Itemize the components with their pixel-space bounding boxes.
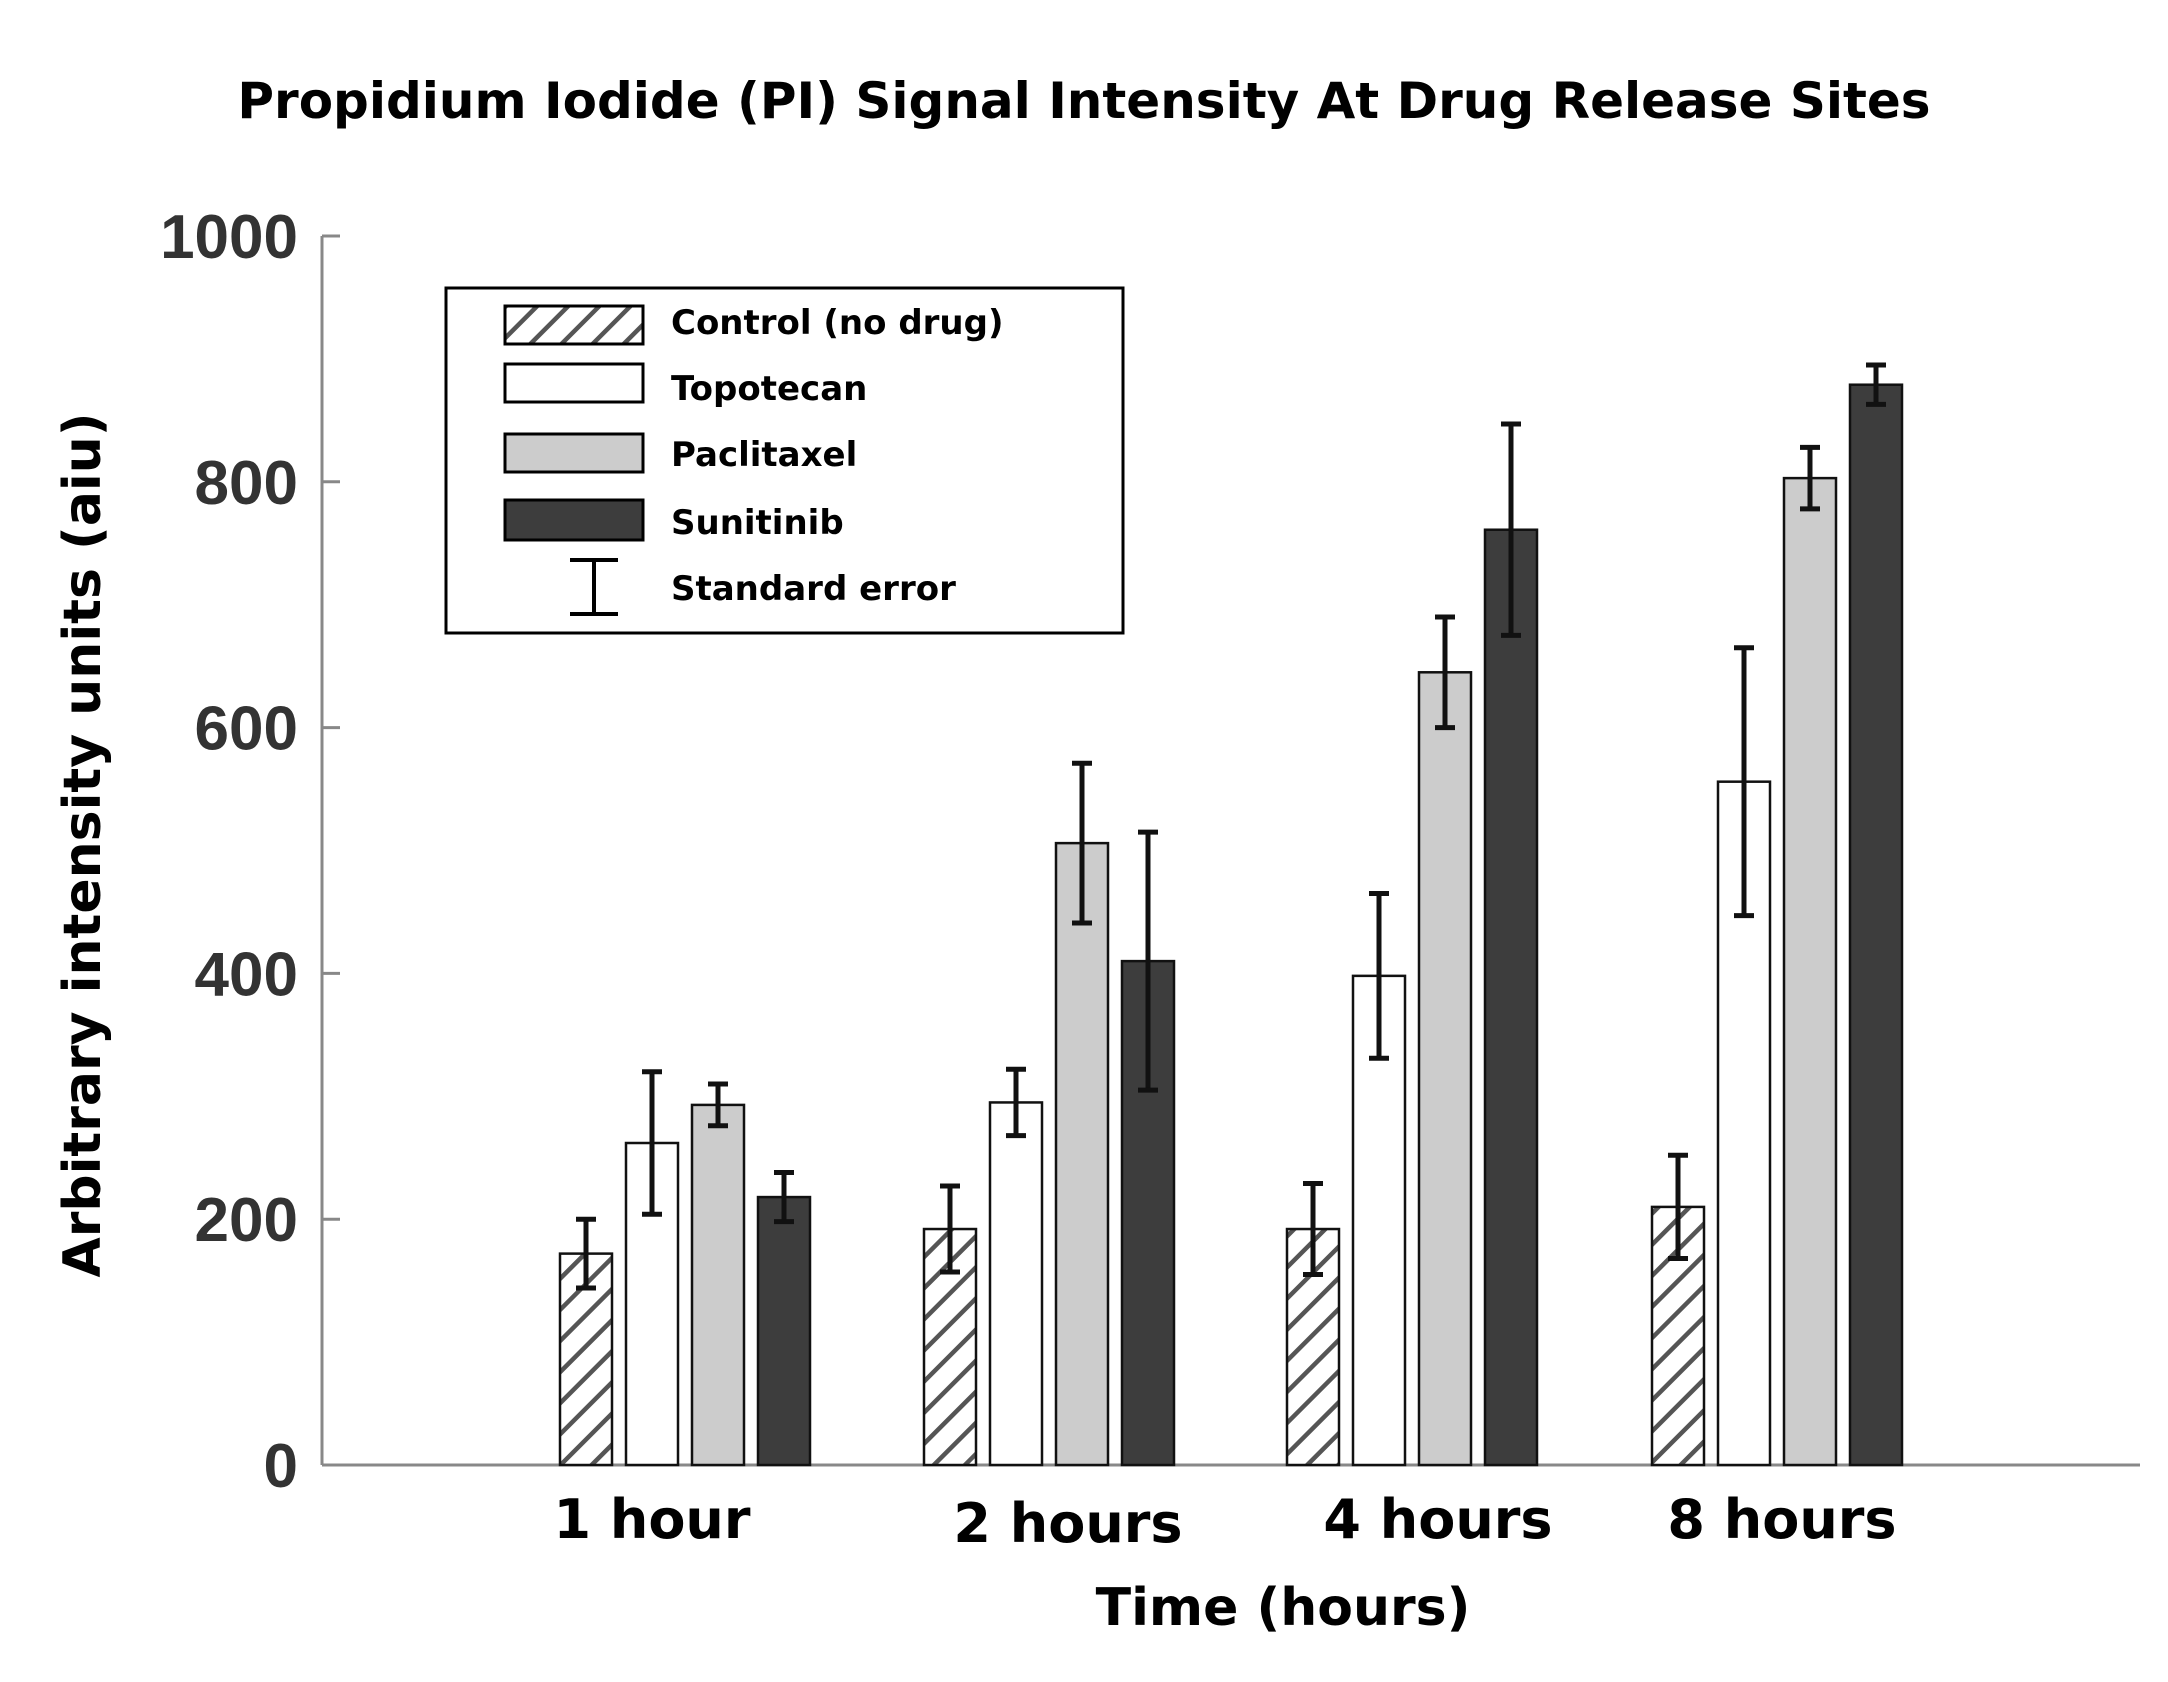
error-bar — [1734, 645, 1754, 919]
error-bar — [1138, 829, 1158, 1093]
error-bar — [642, 1069, 662, 1217]
error-bar — [774, 1169, 794, 1225]
bar-paclitaxel-1 — [690, 1103, 746, 1467]
error-bar — [1866, 362, 1886, 407]
x-axis-label: Time (hours) — [1096, 1578, 1471, 1638]
bar-sunitinib-1 — [756, 1195, 812, 1467]
category-label: 8 hours — [1667, 1488, 1896, 1551]
chart-title: Propidium Iodide (PI) Signal Intensity A… — [237, 72, 1930, 130]
bars — [558, 362, 1904, 1467]
error-bar — [1303, 1181, 1323, 1278]
legend-swatch-topotecan — [503, 362, 645, 404]
legend-label-topotecan: Topotecan — [671, 369, 867, 409]
error-bar — [576, 1216, 596, 1291]
error-bar — [940, 1183, 960, 1275]
legend-label-sunitinib: Sunitinib — [671, 503, 844, 543]
legend-label-paclitaxel: Paclitaxel — [671, 435, 857, 475]
error-bar — [708, 1081, 728, 1129]
y-tick-label: 1000 — [160, 203, 298, 272]
y-tick-label: 0 — [264, 1432, 298, 1501]
bar-paclitaxel-3 — [1417, 671, 1473, 1467]
legend-label-standard-error: Standard error — [671, 569, 956, 609]
legend-label-control: Control (no drug) — [671, 303, 1004, 343]
axes: 0 200 400 600 800 1000 — [160, 203, 2140, 1501]
bar-paclitaxel-2 — [1054, 841, 1110, 1467]
category-labels: 1 hour 2 hours 4 hours 8 hours — [554, 1488, 1897, 1555]
y-tick-label: 600 — [195, 695, 298, 764]
error-bar — [1800, 444, 1820, 512]
y-axis-label: Arbitrary intensity units (aiu) — [53, 412, 113, 1277]
bar-topotecan-2 — [988, 1101, 1044, 1467]
error-bar — [1369, 891, 1389, 1061]
category-label: 4 hours — [1323, 1488, 1552, 1551]
legend: Control (no drug) Topotecan Paclitaxel S… — [444, 286, 1125, 635]
error-bar — [1435, 614, 1455, 731]
category-label: 1 hour — [554, 1488, 751, 1551]
y-tick-label: 200 — [195, 1186, 298, 1255]
error-bar — [1501, 421, 1521, 638]
bar-sunitinib-4 — [1848, 383, 1904, 1467]
legend-error-bar-icon — [570, 558, 618, 616]
y-tick-label: 400 — [195, 940, 298, 1009]
bar-sunitinib-3 — [1483, 528, 1539, 1467]
bar-paclitaxel-4 — [1782, 476, 1838, 1467]
error-bar — [1668, 1152, 1688, 1262]
legend-swatch-sunitinib — [503, 498, 645, 542]
error-bar — [1006, 1066, 1026, 1139]
legend-swatch-paclitaxel — [503, 432, 645, 474]
legend-swatch-control — [503, 304, 645, 346]
category-label: 2 hours — [953, 1492, 1182, 1555]
y-tick-label: 800 — [195, 449, 298, 518]
error-bar — [1072, 760, 1092, 926]
